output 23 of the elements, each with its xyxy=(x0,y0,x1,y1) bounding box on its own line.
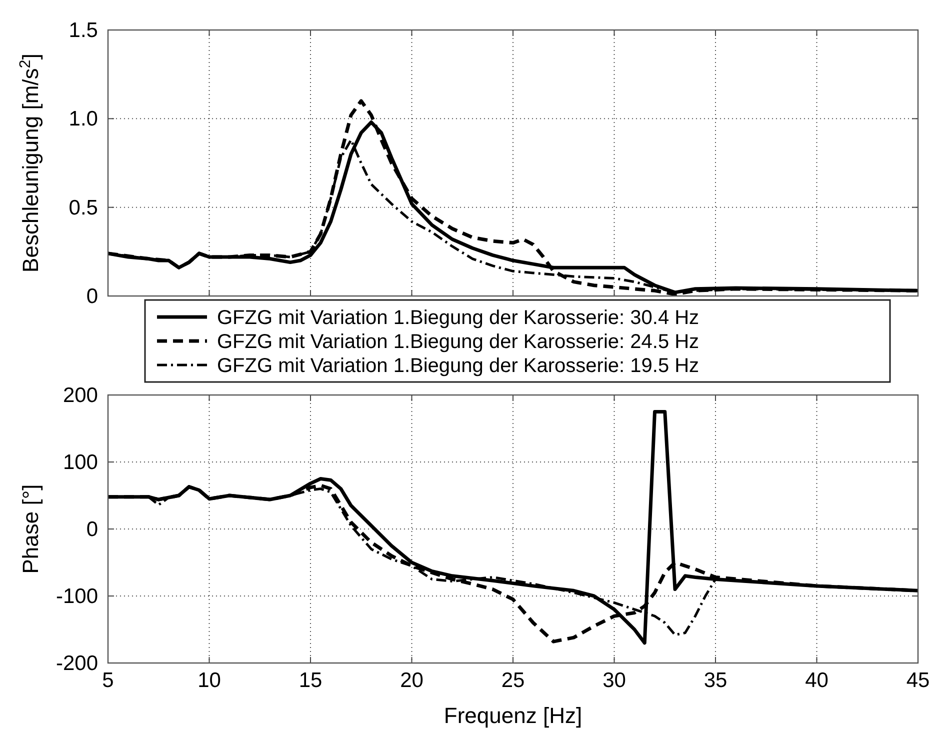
legend-label: GFZG mit Variation 1.Biegung der Karosserie: 30.4 Hz xyxy=(217,307,700,329)
x-tick-label: 20 xyxy=(400,669,424,692)
x-axis-title: Frequenz [Hz] xyxy=(444,703,582,728)
y-tick-label: 0 xyxy=(86,518,98,541)
y-axis-title: Phase [°] xyxy=(18,484,43,574)
x-tick-label: 15 xyxy=(298,669,322,692)
x-tick-label: 35 xyxy=(704,669,728,692)
legend-label: GFZG mit Variation 1.Biegung der Karosserie: 19.5 Hz xyxy=(217,355,700,377)
y-tick-label: 1.5 xyxy=(68,19,98,42)
x-tick-label: 5 xyxy=(102,669,114,692)
y-tick-label: 0.5 xyxy=(68,196,98,220)
y-tick-label: 200 xyxy=(62,384,98,407)
legend-label: GFZG mit Variation 1.Biegung der Karosserie: 24.5 Hz xyxy=(217,331,700,353)
x-tick-label: 40 xyxy=(805,669,828,692)
y-tick-label: 1.0 xyxy=(68,108,98,131)
y-tick-label: -200 xyxy=(56,652,98,675)
x-tick-label: 25 xyxy=(501,669,525,692)
y-tick-label: -100 xyxy=(56,585,98,608)
y-tick-label: 100 xyxy=(62,451,98,474)
x-tick-label: 30 xyxy=(602,669,626,692)
y-tick-label: 0 xyxy=(86,285,98,308)
x-tick-label: 10 xyxy=(198,669,221,692)
x-tick-label: 45 xyxy=(906,669,930,692)
